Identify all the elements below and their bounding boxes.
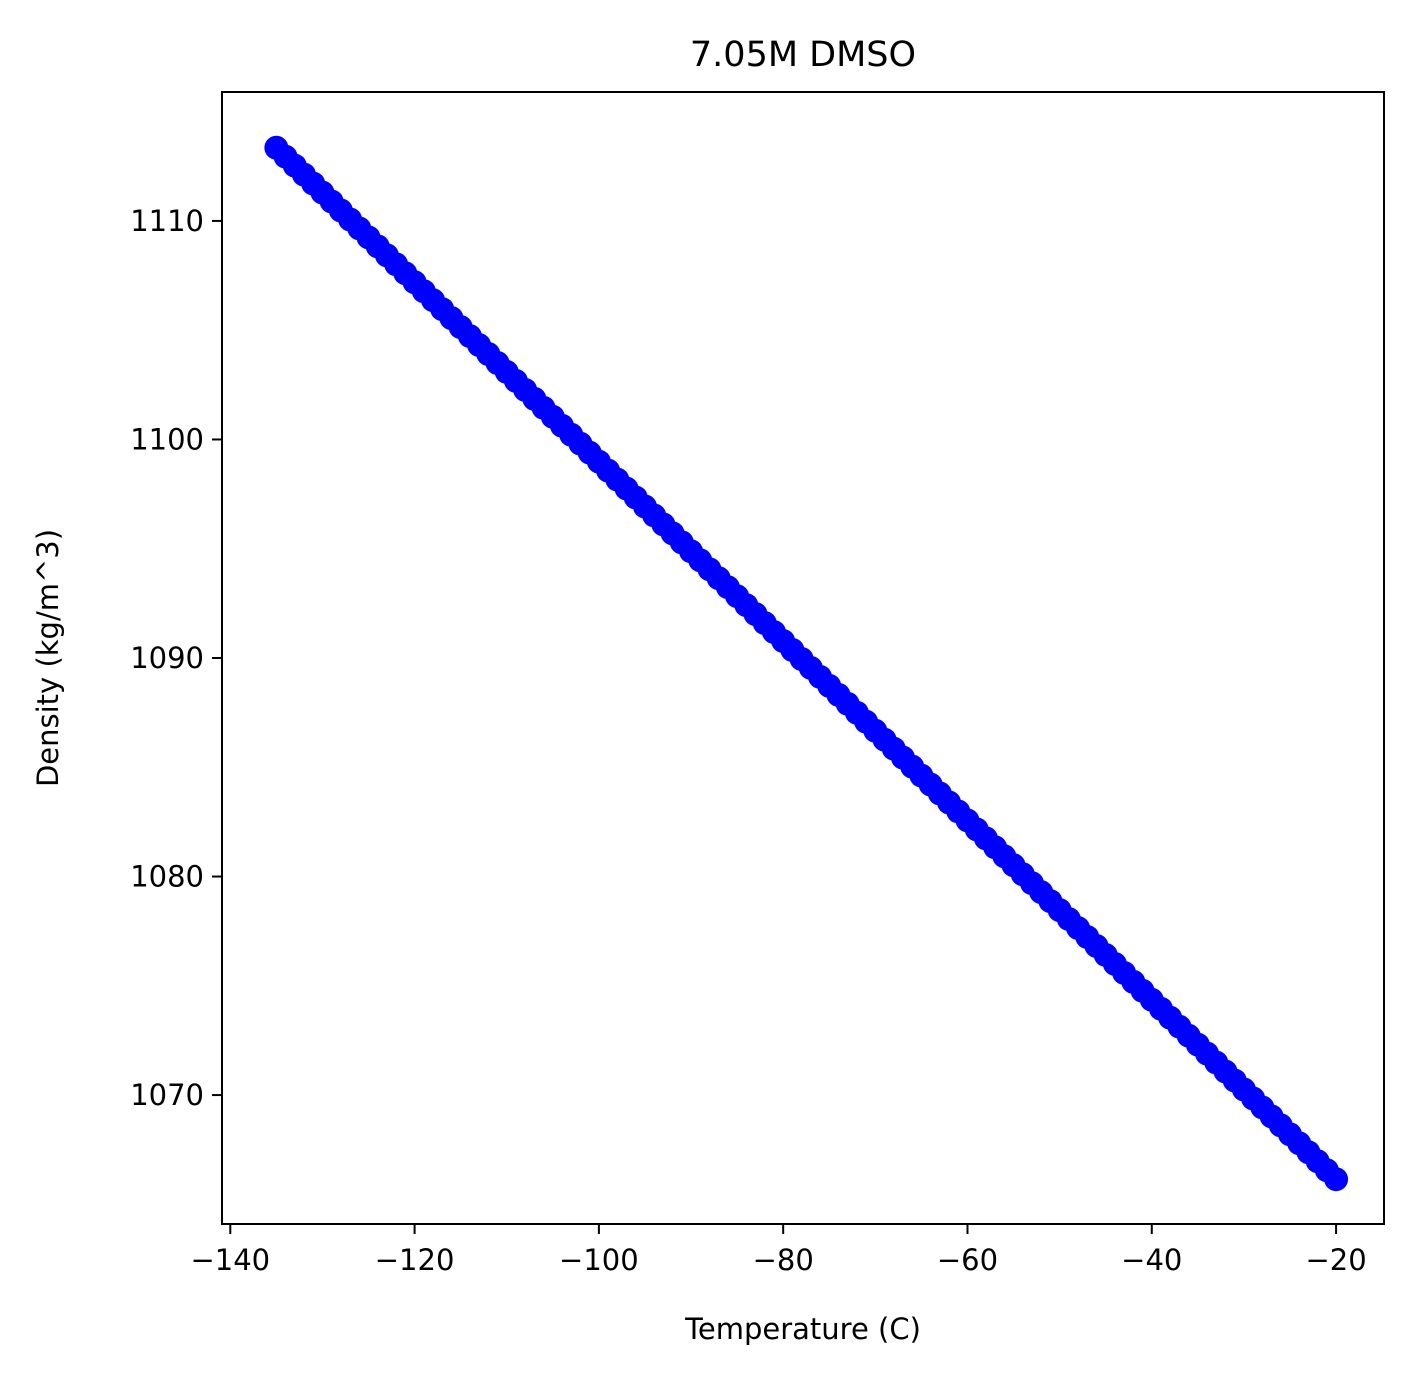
x-axis-label: Temperature (C) xyxy=(684,1312,921,1346)
y-tick-label: 1110 xyxy=(130,204,204,238)
data-points xyxy=(264,135,1349,1192)
y-axis-label: Density (kg/m^3) xyxy=(31,529,65,787)
y-axis: 1070 1080 1090 1100 1110 xyxy=(130,204,222,1112)
y-tick-label: 1070 xyxy=(130,1078,204,1112)
x-tick-label: −20 xyxy=(1305,1243,1366,1277)
chart-title: 7.05M DMSO xyxy=(690,35,916,75)
x-tick-label: −120 xyxy=(375,1243,455,1277)
y-tick-label: 1080 xyxy=(130,860,204,894)
x-tick-label: −60 xyxy=(937,1243,998,1277)
x-axis: −140 −120 −100 −80 −60 −40 −20 xyxy=(190,1224,1367,1277)
x-tick-label: −140 xyxy=(190,1243,270,1277)
y-tick-label: 1090 xyxy=(130,641,204,675)
y-tick-label: 1100 xyxy=(130,422,204,456)
x-tick-label: −100 xyxy=(559,1243,639,1277)
data-point xyxy=(1324,1167,1349,1192)
x-tick-label: −40 xyxy=(1121,1243,1182,1277)
x-tick-label: −80 xyxy=(753,1243,814,1277)
